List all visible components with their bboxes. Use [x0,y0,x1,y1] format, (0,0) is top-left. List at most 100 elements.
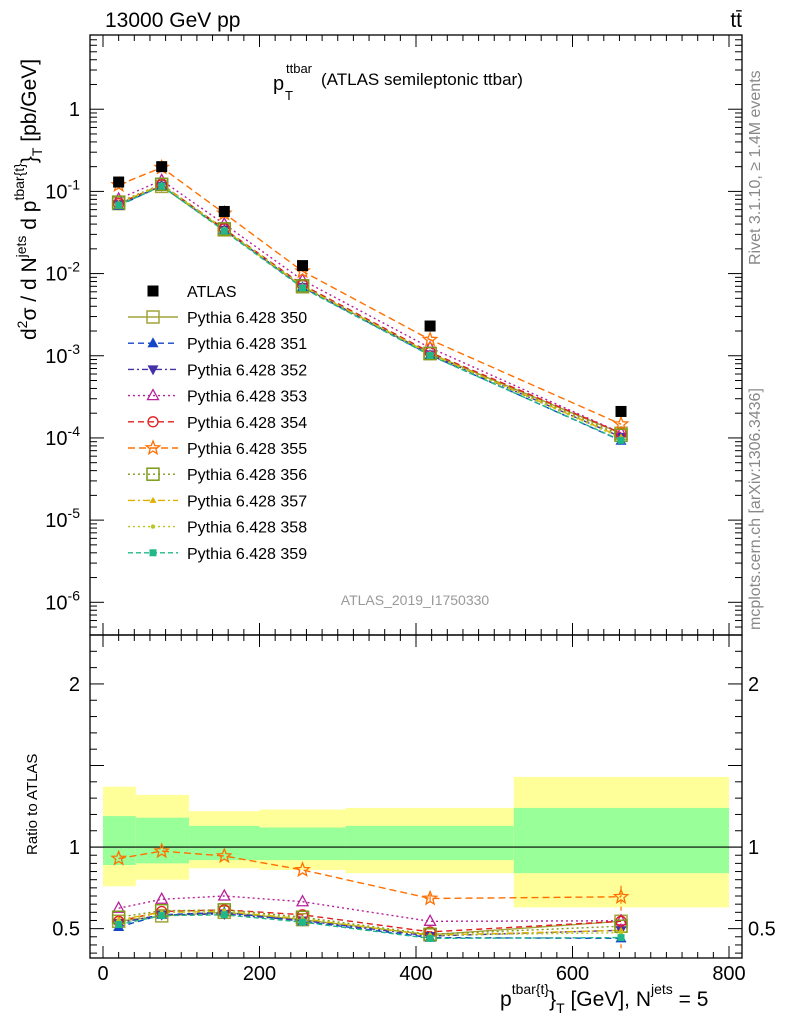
point-marker [146,467,160,481]
ylabel-part: tbar{t} [11,163,27,201]
ylabel-part: } [18,156,41,163]
series-line-main [118,166,622,425]
point-marker [612,415,630,432]
uncertainty-bands [90,776,742,908]
point-marker [220,227,228,235]
point-marker [154,177,169,192]
series-line-main [118,179,622,434]
legend-label: Pythia 6.428 358 [187,520,307,537]
y-tick-label: 10-3 [45,341,80,368]
point-marker [146,310,160,324]
series-line-ratio [118,850,622,900]
svg-text:ptbar{t}}T [GeV], Njets = 5: ptbar{t}}T [GeV], Njets = 5 [500,981,708,1016]
band-inner [513,807,729,874]
point-marker [295,894,310,907]
xlabel-part: tbar{t} [512,981,550,997]
series-line-main [118,185,622,441]
point-marker [299,918,307,926]
svg-text:d2σ / d Njets d ptbar{t}}T [: d2σ / d Njets d ptbar{t}}T [pb/GeV] [11,59,45,340]
y-axis-label-main: d2σ / d Njets d ptbar{t}}T [pb/GeV] [11,59,45,340]
x-tick-label: 800 [712,963,745,985]
xlabel-part: jets [650,981,673,997]
point-marker [146,388,160,401]
y-tick-label: 10-1 [45,176,80,203]
x-tick-label: 200 [243,963,276,985]
point-marker [150,524,156,529]
series-line-ratio [118,913,622,937]
band-inner [259,827,346,861]
ratio-y-tick-label: 1 [69,837,80,859]
legend-label: Pythia 6.428 355 [187,441,307,458]
band-inner [345,825,514,861]
series-line-ratio [118,914,622,940]
side-label-rivet: Rivet 3.1.10, ≥ 1.4M events [747,70,764,265]
point-marker [112,900,126,913]
y-tick-label: 10-5 [45,505,80,532]
point-marker [147,416,159,428]
point-marker [115,201,123,209]
point-marker [158,182,166,190]
point-marker [220,911,228,919]
point-marker [421,889,439,906]
xlabel-part: [GeV], N [565,988,651,1011]
legend-label: Pythia 6.428 359 [187,546,307,563]
series-line-ratio [118,895,622,923]
legend-label-data: ATLAS [187,284,237,301]
ylabel-part: d p [18,201,41,236]
point-marker [147,365,159,376]
point-marker [421,330,439,347]
title-rest: (ATLAS semileptonic ttbar) [321,70,523,89]
data-point [113,176,125,188]
title-main: p [273,73,284,95]
series-line-main [118,184,622,438]
ylabel-part: 2 [14,320,30,328]
legend-label: Pythia 6.428 357 [187,493,307,510]
y-tick-label: 10-2 [45,259,80,286]
analysis-label: ATLAS_2019_I1750330 [341,592,490,608]
xlabel-part: p [500,988,512,1011]
point-marker [423,913,437,926]
series-line-ratio [118,909,622,933]
data-point [615,405,627,417]
axes: 0 200 400 600 800 10-6 10-5 10-4 10-3 10-2 10-1 1 0.… [45,34,776,985]
header-energy-label: 13000 GeV pp [105,9,240,32]
ylabel-part: d [18,328,41,340]
series-line-ratio [118,909,622,936]
point-marker [615,915,627,927]
point-marker [617,934,625,942]
data-point [297,260,309,272]
y-tick-label: 1 [69,99,80,121]
point-marker [299,284,307,292]
xlabel-part: = 5 [673,988,709,1011]
point-marker [426,351,434,359]
legend-label: Pythia 6.428 356 [187,467,307,484]
ylabel-part: [pb/GeV] [18,59,41,148]
legend-label: Pythia 6.428 352 [187,362,307,379]
point-marker [618,930,624,935]
point-marker [217,222,232,236]
title-subscript: T [285,88,293,103]
ratio-y-tick-label-right: 0.5 [748,919,776,941]
x-axis-label: ptbar{t}}T [GeV], Njets = 5 [500,981,708,1016]
point-marker [155,891,169,904]
point-marker [295,279,310,293]
point-marker [153,842,170,859]
band-inner [135,817,190,864]
series-lines [118,166,622,949]
legend: ATLAS Pythia 6.428 350 Pythia 6.428 351 Pyt… [128,284,307,563]
point-marker [149,496,157,503]
point-marker [612,887,630,904]
point-marker [147,337,159,348]
point-marker [426,934,434,942]
y-tick-label: 10-6 [45,587,80,614]
point-marker [617,436,625,444]
y-axis-label-ratio: Ratio to ATLAS [24,754,41,855]
legend-label: Pythia 6.428 354 [187,415,307,432]
data-point [147,285,159,297]
ratio-y-tick-label-right: 1 [748,837,759,859]
side-label-mcplots: mcplots.cern.ch [arXiv:1306.3436] [747,388,764,630]
series-line-ratio [118,911,622,940]
ratio-y-tick-label: 0.5 [52,919,80,941]
plot-title: p ttbar T (ATLAS semileptonic ttbar) [273,61,523,103]
x-tick-label: 600 [556,963,589,985]
